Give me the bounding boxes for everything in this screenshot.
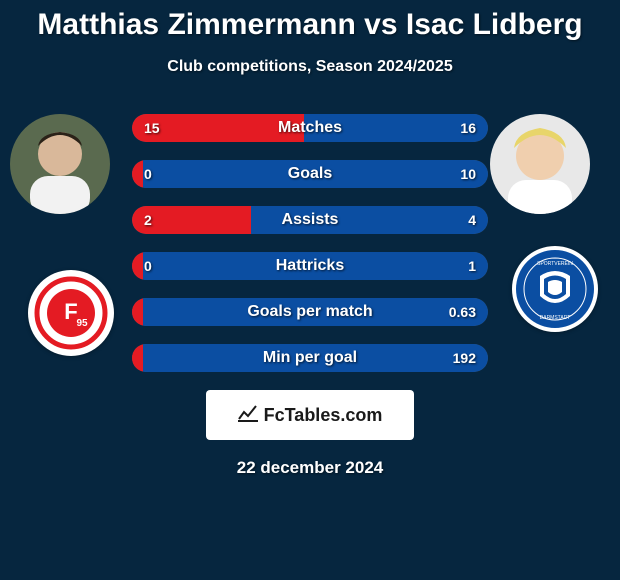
stat-label: Goals xyxy=(132,160,488,188)
stat-label: Goals per match xyxy=(132,298,488,326)
stat-row: 192Min per goal xyxy=(132,344,488,372)
stat-row: 0.63Goals per match xyxy=(132,298,488,326)
stat-label: Matches xyxy=(132,114,488,142)
stat-row: 1516Matches xyxy=(132,114,488,142)
stat-label: Hattricks xyxy=(132,252,488,280)
content-area: F 95 SPORTVEREIN DARMSTADT 1516Matches 01… xyxy=(0,94,620,478)
svg-text:SPORTVEREIN: SPORTVEREIN xyxy=(537,261,573,267)
player-photo-left xyxy=(10,114,110,214)
player-photo-right xyxy=(490,114,590,214)
stat-label: Assists xyxy=(132,206,488,234)
club-logo-left: F 95 xyxy=(28,270,114,356)
darmstadt-logo-icon: SPORTVEREIN DARMSTADT xyxy=(518,252,592,326)
branding-text: FcTables.com xyxy=(264,405,383,426)
face-right xyxy=(490,114,590,214)
date-text: 22 december 2024 xyxy=(0,458,620,478)
chart-icon xyxy=(238,404,258,427)
svg-text:95: 95 xyxy=(76,318,88,329)
comparison-infographic: Matthias Zimmermann vs Isac Lidberg Club… xyxy=(0,0,620,580)
stat-row: 010Goals xyxy=(132,160,488,188)
page-title: Matthias Zimmermann vs Isac Lidberg xyxy=(0,4,620,44)
club-logo-right: SPORTVEREIN DARMSTADT xyxy=(512,246,598,332)
subtitle: Club competitions, Season 2024/2025 xyxy=(0,44,620,94)
stat-row: 01Hattricks xyxy=(132,252,488,280)
svg-text:DARMSTADT: DARMSTADT xyxy=(540,315,571,321)
fortuna-logo-icon: F 95 xyxy=(32,274,110,352)
face-left xyxy=(10,114,110,214)
stat-label: Min per goal xyxy=(132,344,488,372)
branding-badge: FcTables.com xyxy=(206,390,414,440)
stat-row: 24Assists xyxy=(132,206,488,234)
